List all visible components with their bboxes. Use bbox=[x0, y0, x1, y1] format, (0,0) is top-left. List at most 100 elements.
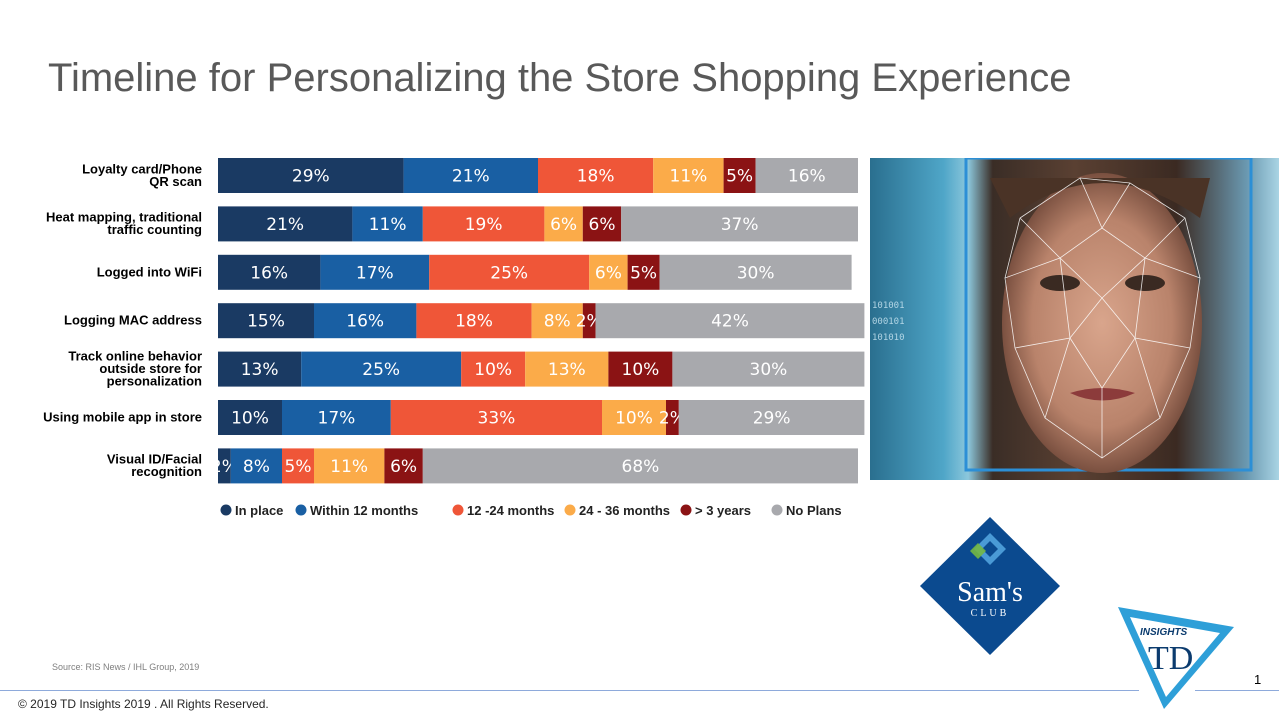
bar-segment bbox=[429, 254, 590, 290]
data-label: 30% bbox=[750, 360, 788, 380]
td-mark: TD bbox=[1148, 640, 1193, 677]
legend-label: No Plans bbox=[786, 503, 842, 518]
data-label: 29% bbox=[292, 167, 330, 187]
bar-segment bbox=[525, 351, 609, 387]
bar-segment bbox=[218, 351, 302, 387]
bar-segment bbox=[301, 351, 462, 387]
category-label: Visual ID/Facial recognition bbox=[107, 452, 202, 480]
data-label: 11% bbox=[369, 215, 407, 235]
bar-segment bbox=[461, 351, 526, 387]
data-label: 6% bbox=[589, 215, 616, 235]
legend-swatch bbox=[680, 504, 692, 516]
data-label: 5% bbox=[726, 167, 753, 187]
legend-label: Within 12 months bbox=[310, 503, 418, 518]
legend-label: In place bbox=[235, 503, 283, 518]
data-label: 10% bbox=[615, 409, 653, 429]
data-label: 6% bbox=[390, 457, 417, 477]
bar-segment bbox=[666, 400, 679, 435]
data-label: 17% bbox=[356, 263, 394, 283]
footer-divider bbox=[0, 690, 1139, 691]
legend-swatch bbox=[564, 504, 576, 516]
face-shape bbox=[1002, 173, 1202, 473]
page-number: 1 bbox=[1254, 672, 1262, 687]
face-mesh-graphic: 101001 000101 101010 bbox=[872, 158, 1253, 473]
data-label: 18% bbox=[455, 312, 493, 332]
binary-text-3: 101010 bbox=[872, 333, 905, 343]
bar-segment bbox=[672, 351, 865, 387]
bar-segment bbox=[582, 206, 622, 242]
sams-club-subword: CLUB bbox=[971, 608, 1010, 619]
sams-club-logo: Sam's CLUB bbox=[920, 517, 1060, 655]
legend-label: 24 - 36 months bbox=[579, 503, 670, 518]
mesh-lines bbox=[1004, 177, 1201, 459]
bar-segment bbox=[755, 158, 858, 193]
data-label: 13% bbox=[241, 360, 279, 380]
data-label: 15% bbox=[247, 312, 285, 332]
binary-text-1: 101001 bbox=[872, 301, 905, 311]
bar-segment bbox=[352, 206, 423, 242]
bar-segment bbox=[653, 158, 724, 193]
data-label: 25% bbox=[490, 263, 528, 283]
facial-recognition-photo: 101001 000101 101010 bbox=[870, 158, 1279, 480]
bar-segment bbox=[416, 303, 532, 339]
data-label: 5% bbox=[630, 263, 657, 283]
data-label: 37% bbox=[721, 215, 759, 235]
bar-segment bbox=[602, 400, 666, 435]
bar-segment bbox=[218, 254, 321, 290]
data-label: 10% bbox=[622, 360, 660, 380]
category-label: Using mobile app in store bbox=[43, 410, 202, 425]
legend-swatch bbox=[220, 504, 232, 516]
data-label: 10% bbox=[231, 409, 269, 429]
td-insights-word: INSIGHTS bbox=[1140, 627, 1188, 638]
data-label: 17% bbox=[318, 409, 356, 429]
data-label: 11% bbox=[670, 167, 708, 187]
data-label: 10% bbox=[474, 360, 512, 380]
bar-segment bbox=[582, 303, 596, 339]
bar-segment bbox=[621, 206, 858, 242]
bar-segment bbox=[218, 400, 282, 435]
data-label: 5% bbox=[285, 457, 312, 477]
bar-segment bbox=[218, 448, 231, 484]
bar-segment bbox=[282, 448, 314, 484]
category-label: Track online behavior outside store for pe… bbox=[68, 349, 202, 389]
bar-segment bbox=[320, 254, 430, 290]
data-label: 11% bbox=[330, 457, 368, 477]
bar-segment bbox=[218, 206, 353, 242]
bar-segment bbox=[422, 448, 858, 484]
footer-divider-right bbox=[1195, 690, 1279, 691]
data-label: 6% bbox=[550, 215, 577, 235]
data-label: 13% bbox=[548, 360, 586, 380]
data-label: 8% bbox=[544, 312, 571, 332]
binary-text-2: 000101 bbox=[872, 317, 905, 327]
bar-segment bbox=[218, 158, 404, 193]
data-label: 21% bbox=[266, 215, 304, 235]
data-label: 8% bbox=[243, 457, 270, 477]
bar-segment bbox=[422, 206, 545, 242]
bar-segment bbox=[531, 303, 583, 339]
legend-swatch bbox=[452, 504, 464, 516]
bar-segment bbox=[390, 400, 602, 435]
bar-segment bbox=[538, 158, 654, 193]
bar-segment bbox=[544, 206, 583, 242]
data-label: 29% bbox=[753, 409, 791, 429]
data-label: 42% bbox=[711, 312, 749, 332]
bar-segment bbox=[230, 448, 282, 484]
data-label: 30% bbox=[737, 263, 775, 283]
legend-label: 12 -24 months bbox=[467, 503, 554, 518]
category-label: Loyalty card/Phone QR scan bbox=[82, 161, 202, 189]
legend-swatch bbox=[771, 504, 783, 516]
data-label: 33% bbox=[478, 409, 516, 429]
category-label: Logged into WiFi bbox=[97, 264, 202, 279]
bar-segment bbox=[608, 351, 673, 387]
category-label: Logging MAC address bbox=[64, 313, 202, 328]
copyright-text: © 2019 TD Insights 2019 . All Rights Res… bbox=[18, 697, 269, 711]
bar-segment bbox=[659, 254, 852, 290]
sams-club-wordmark: Sam's bbox=[957, 577, 1023, 608]
td-insights-logo: INSIGHTS TD bbox=[1118, 607, 1234, 709]
bar-segment bbox=[723, 158, 756, 193]
bar-segment bbox=[595, 303, 865, 339]
page-title: Timeline for Personalizing the Store Sho… bbox=[48, 56, 1072, 100]
bar-segment bbox=[314, 448, 385, 484]
legend-swatch bbox=[295, 504, 307, 516]
bar-segment bbox=[627, 254, 660, 290]
